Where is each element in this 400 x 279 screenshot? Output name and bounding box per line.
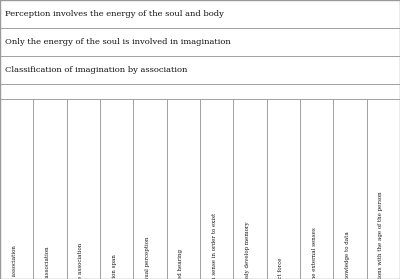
Bar [267,99,300,279]
Bar [0,0,400,28]
Bar [100,99,133,279]
Text: Perception involves the energy of the soul and body: Perception involves the energy of the so… [5,10,224,18]
Bar [0,56,400,84]
Bar [0,84,400,99]
Text: Enhanced hearing: Enhanced hearing [178,249,183,279]
Bar [33,99,67,279]
Text: Linking new knowledge to data: Linking new knowledge to data [345,231,350,279]
Bar [367,99,400,279]
Text: Enhanced visual perception: Enhanced visual perception [145,236,150,279]
Bar [0,99,33,279]
Text: Ways to continuously develop memory: Ways to continuously develop memory [245,222,250,279]
Bar [333,99,367,279]
Bar [300,99,333,279]
Text: Likeness association: Likeness association [45,246,50,279]
Text: Changes in memory, associations with the age of the person: Changes in memory, associations with the… [378,191,383,279]
Text: Only the energy of the soul is involved in imagination: Only the energy of the soul is involved … [5,38,230,46]
Bar [200,99,233,279]
Text: The need for common sense in order to exist: The need for common sense in order to ex… [212,213,217,279]
Bar [133,99,167,279]
Text: Resistance association: Resistance association [78,243,83,279]
Text: Correlation of the external senses: Correlation of the external senses [312,227,317,279]
Text: Impact force: Impact force [278,257,283,279]
Bar [233,99,267,279]
Text: Attention span: Attention span [112,254,117,279]
Text: Classification of imagination by association: Classification of imagination by associa… [5,66,187,74]
Text: Proximity association: Proximity association [12,245,17,279]
Bar [0,28,400,56]
Bar [67,99,100,279]
Bar [167,99,200,279]
